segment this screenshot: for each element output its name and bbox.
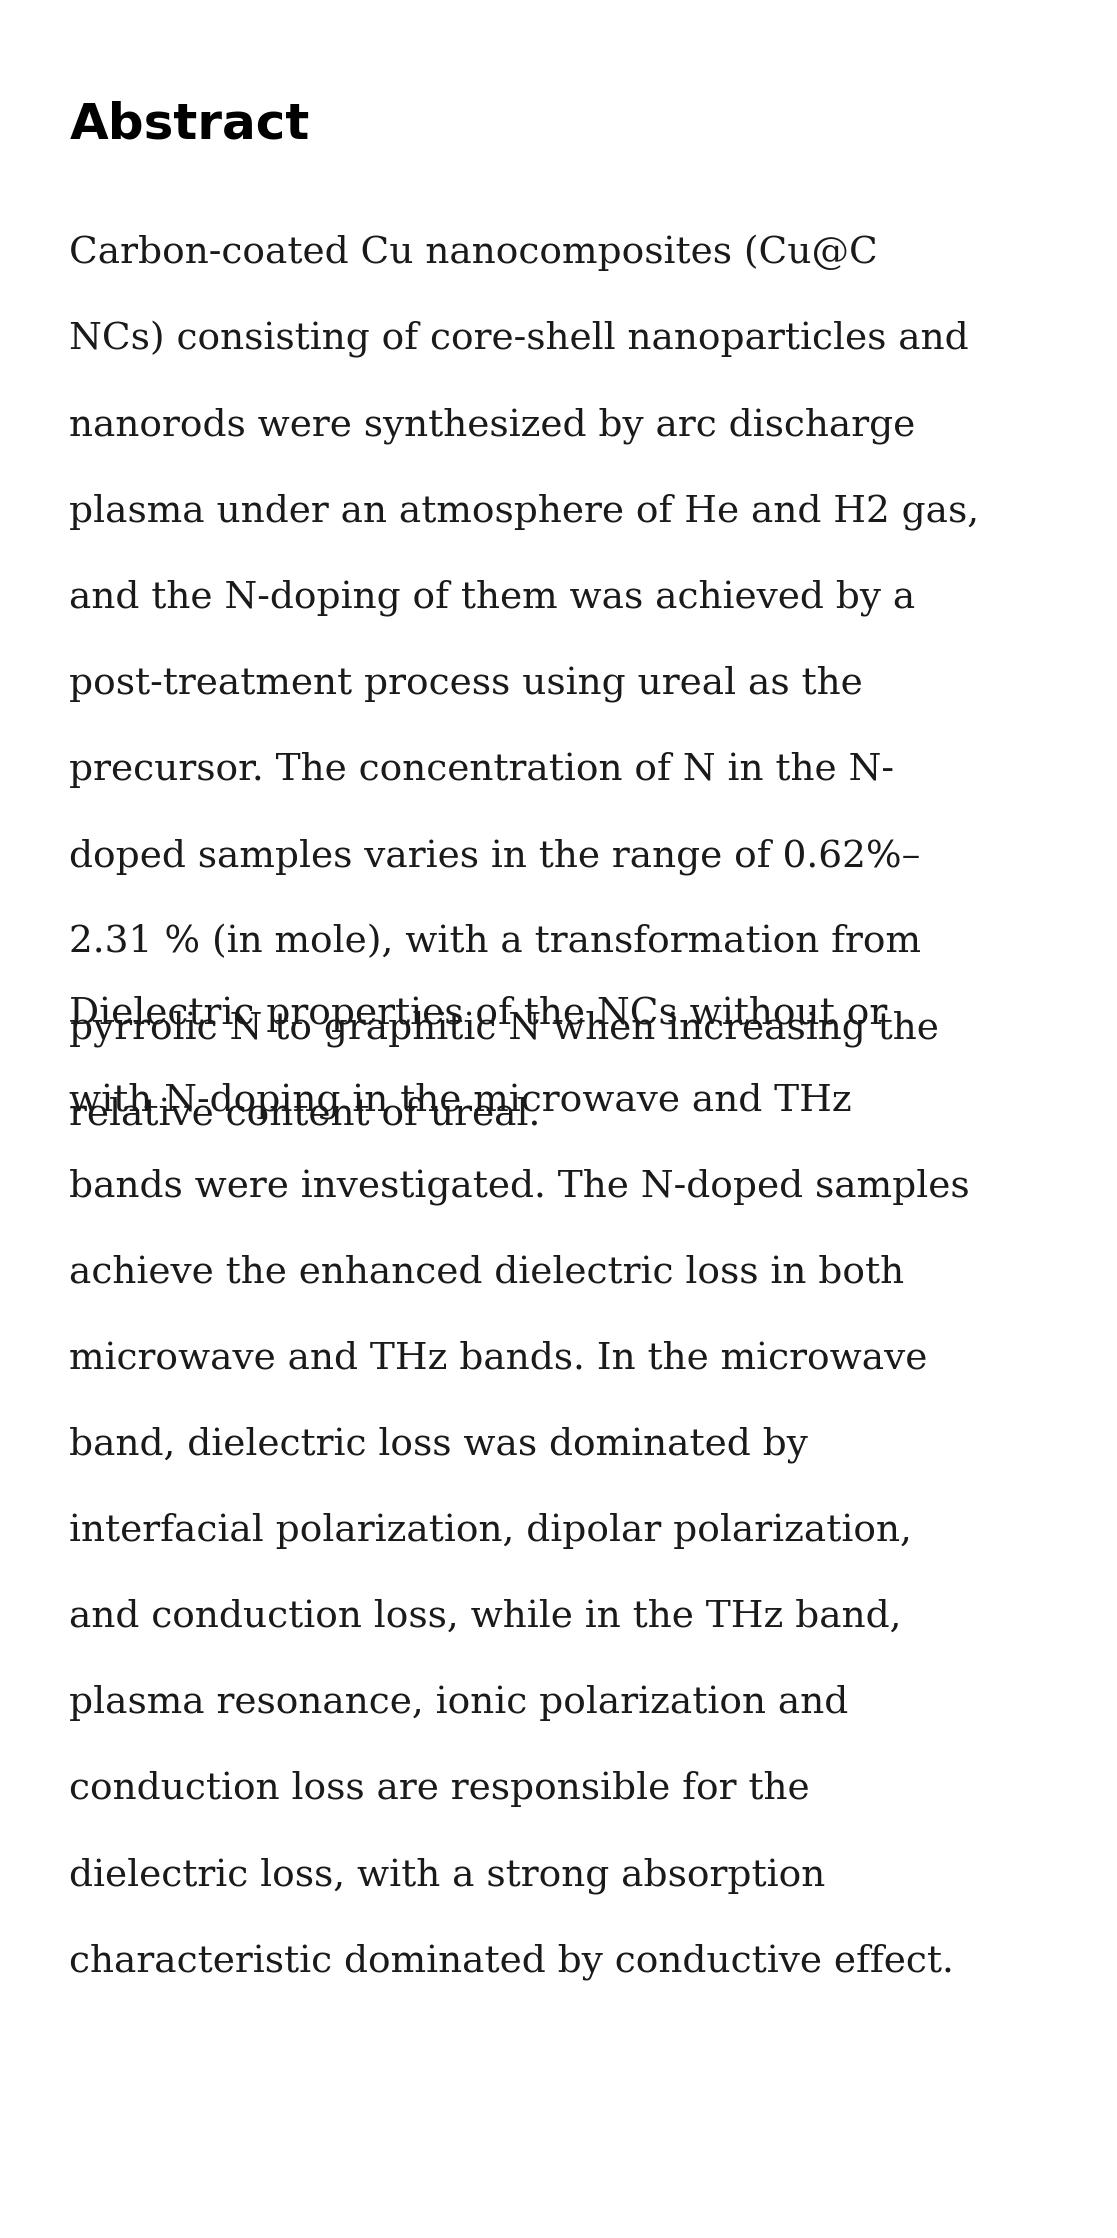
- Text: plasma resonance, ionic polarization and: plasma resonance, ionic polarization and: [69, 1685, 849, 1721]
- Text: and the N-doping of them was achieved by a: and the N-doping of them was achieved by…: [69, 580, 916, 615]
- Text: 2.31 % (in mole), with a transformation from: 2.31 % (in mole), with a transformation …: [69, 924, 922, 960]
- Text: achieve the enhanced dielectric loss in both: achieve the enhanced dielectric loss in …: [69, 1253, 905, 1291]
- Text: band, dielectric loss was dominated by: band, dielectric loss was dominated by: [69, 1428, 808, 1464]
- Text: interfacial polarization, dipolar polarization,: interfacial polarization, dipolar polari…: [69, 1513, 913, 1549]
- Text: Carbon-coated Cu nanocomposites (Cu@C: Carbon-coated Cu nanocomposites (Cu@C: [69, 235, 878, 271]
- Text: characteristic dominated by conductive effect.: characteristic dominated by conductive e…: [69, 1943, 954, 1981]
- Text: conduction loss are responsible for the: conduction loss are responsible for the: [69, 1770, 810, 1808]
- Text: post-treatment process using ureal as the: post-treatment process using ureal as th…: [69, 667, 863, 703]
- Text: dielectric loss, with a strong absorption: dielectric loss, with a strong absorptio…: [69, 1858, 825, 1893]
- Text: Dielectric properties of the NCs without or: Dielectric properties of the NCs without…: [69, 996, 888, 1032]
- Text: Abstract: Abstract: [69, 101, 309, 148]
- Text: NCs) consisting of core-shell nanoparticles and: NCs) consisting of core-shell nanopartic…: [69, 322, 968, 358]
- Text: nanorods were synthesized by arc discharge: nanorods were synthesized by arc dischar…: [69, 407, 916, 443]
- Text: with N-doping in the microwave and THz: with N-doping in the microwave and THz: [69, 1081, 852, 1119]
- Text: relative content of ureal.: relative content of ureal.: [69, 1097, 541, 1132]
- Text: precursor. The concentration of N in the N-: precursor. The concentration of N in the…: [69, 752, 895, 788]
- Text: bands were investigated. The N-doped samples: bands were investigated. The N-doped sam…: [69, 1168, 970, 1204]
- Text: microwave and THz bands. In the microwave: microwave and THz bands. In the microwav…: [69, 1341, 927, 1376]
- Text: plasma under an atmosphere of He and H2 gas,: plasma under an atmosphere of He and H2 …: [69, 492, 980, 530]
- Text: doped samples varies in the range of 0.62%–: doped samples varies in the range of 0.6…: [69, 839, 920, 875]
- Text: pyrrolic N to graphitic N when increasing the: pyrrolic N to graphitic N when increasin…: [69, 1012, 939, 1047]
- Text: and conduction loss, while in the THz band,: and conduction loss, while in the THz ba…: [69, 1598, 901, 1636]
